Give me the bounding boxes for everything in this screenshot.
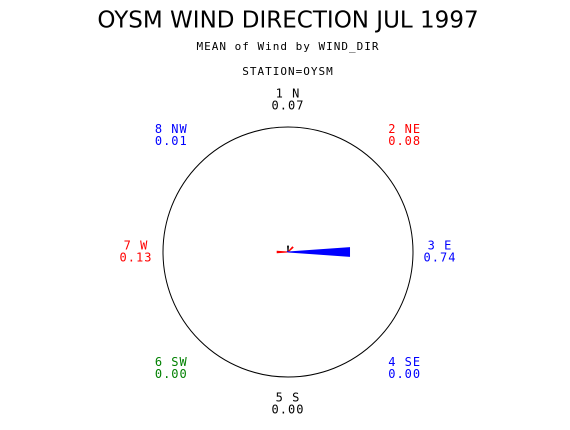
value-label: 0.00 [155,367,188,381]
direction-label: 2 NE [388,122,421,136]
outer-circle [162,126,414,378]
value-label: 0.08 [388,134,421,148]
star-wedge [287,245,289,253]
value-label: 0.07 [272,99,305,113]
star-wedge [287,246,294,253]
direction-label: 4 SE [388,355,421,369]
group-label: STATION=OYSM [242,65,333,78]
direction-label: 5 S [276,391,301,405]
direction-label: 6 SW [155,355,188,369]
chart-subtitle: MEAN of Wind by WIND_DIR [197,40,380,53]
star-wedge [286,250,289,253]
direction-label: 8 NW [155,122,188,136]
star-wedge [276,250,289,254]
value-label: 0.01 [155,134,188,148]
value-label: 0.13 [120,251,153,265]
value-label: 0.00 [272,403,305,417]
direction-label: 3 E [428,239,453,253]
direction-label: 1 N [276,87,301,101]
chart-title: OYSM WIND DIRECTION JUL 1997 [97,8,478,34]
value-label: 0.74 [424,251,457,265]
direction-label: 7 W [124,239,149,253]
value-label: 0.00 [388,367,421,381]
star-wedge [287,247,351,257]
